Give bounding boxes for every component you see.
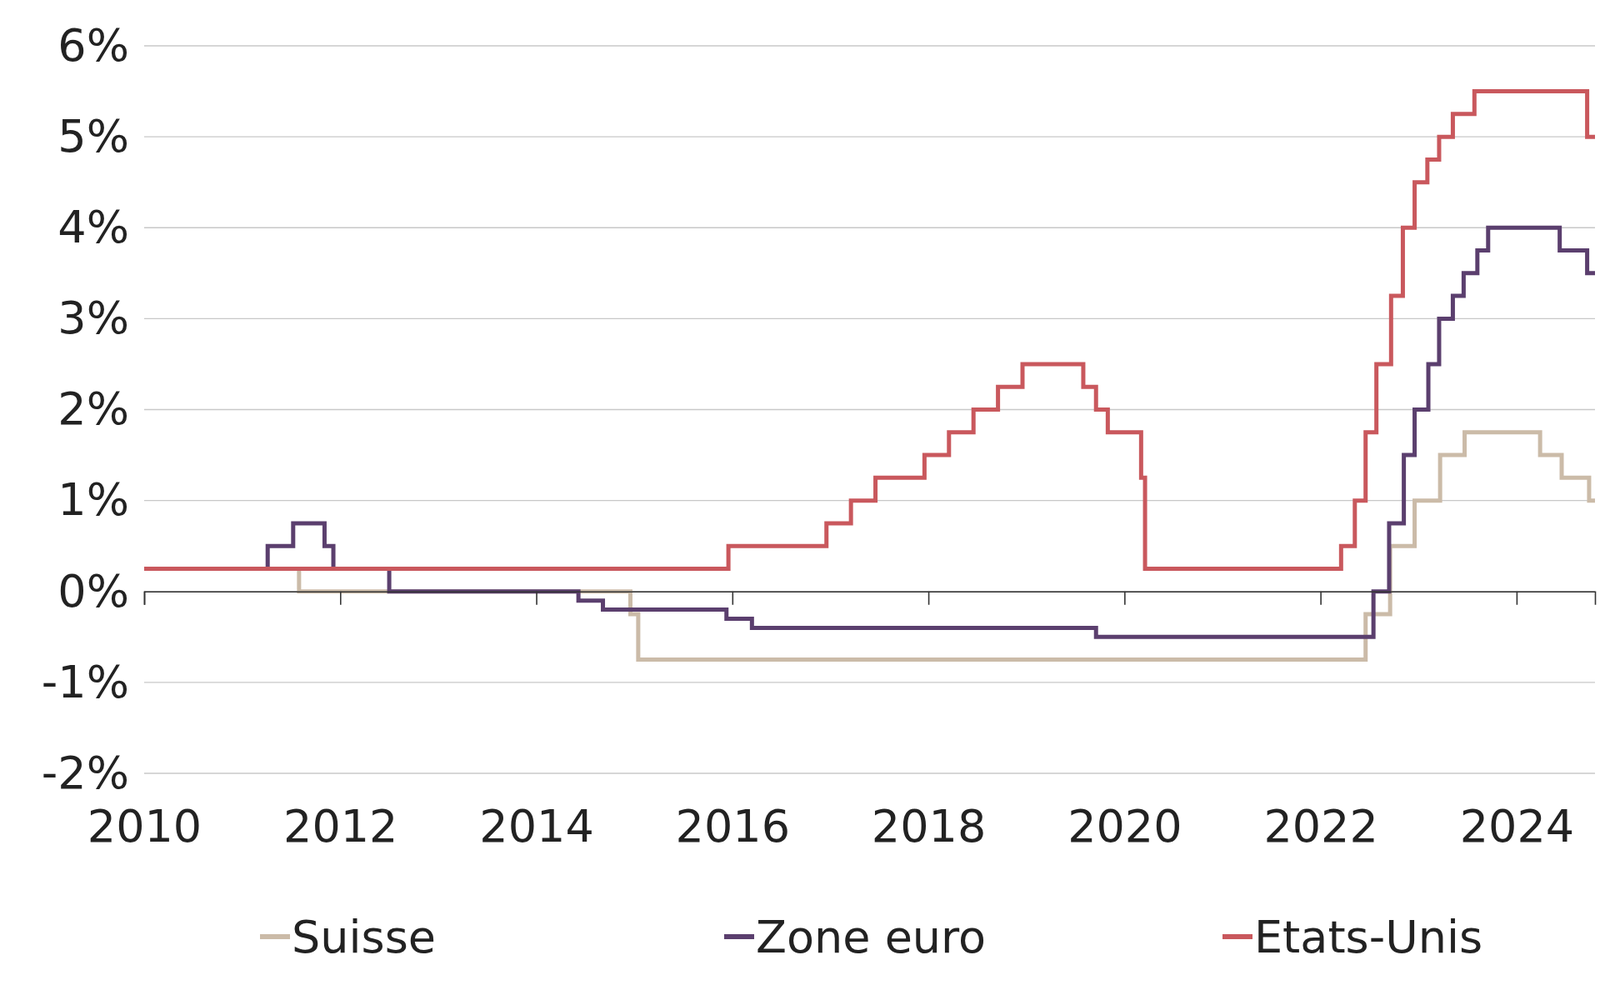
x-tick-mark bbox=[928, 591, 930, 605]
x-tick-label: 2022 bbox=[1263, 800, 1378, 853]
grid-line bbox=[144, 227, 1595, 229]
grid-line bbox=[144, 318, 1595, 320]
series-line bbox=[144, 91, 1595, 570]
grid bbox=[144, 45, 1595, 774]
y-tick-label: -1% bbox=[41, 655, 130, 709]
x-tick-mark bbox=[340, 591, 342, 605]
x-tick-mark bbox=[535, 591, 538, 605]
legend-label: Zone euro bbox=[755, 910, 986, 964]
x-tick: 2020 bbox=[1067, 591, 1182, 854]
x-axis-line bbox=[145, 591, 1596, 605]
lines bbox=[144, 91, 1595, 660]
legend-item: Suisse bbox=[260, 910, 436, 964]
y-tick: 3% bbox=[57, 291, 145, 345]
legend-swatch bbox=[1222, 934, 1253, 940]
x-tick-label: 2018 bbox=[871, 800, 986, 853]
legend: Suisse Zone euro Etats-Unis bbox=[260, 910, 1483, 964]
plot: -2% -1% 0% 1% 2% 3% 4% 5% 6% 2010 2012 2014 2016 2018… bbox=[41, 19, 1596, 854]
x-tick-label: 2020 bbox=[1067, 800, 1182, 853]
x-tick-mark bbox=[1124, 591, 1126, 605]
y-tick-label: 4% bbox=[57, 200, 130, 254]
grid-line bbox=[144, 772, 1595, 774]
grid-line bbox=[144, 135, 1595, 137]
legend-label: Suisse bbox=[291, 910, 436, 964]
x-tick-mark bbox=[1516, 591, 1519, 605]
chart: -2% -1% 0% 1% 2% 3% 4% 5% 6% 2010 2012 2014 2016 2018… bbox=[0, 0, 1600, 1000]
y-tick: 5% bbox=[57, 110, 145, 163]
x-axis: 2010 2012 2014 2016 2018 2020 2022 2024 bbox=[87, 591, 1596, 854]
x-tick: 2010 bbox=[87, 591, 202, 854]
x-tick: 2014 bbox=[479, 591, 594, 854]
y-tick: -1% bbox=[41, 655, 145, 709]
x-tick-mark bbox=[732, 591, 735, 605]
y-tick-label: 1% bbox=[57, 473, 130, 526]
x-tick-label: 2024 bbox=[1460, 800, 1575, 853]
y-tick: 2% bbox=[57, 382, 145, 435]
x-tick-label: 2010 bbox=[87, 800, 202, 853]
x-tick: 2024 bbox=[1460, 591, 1575, 854]
x-tick-label: 2016 bbox=[675, 800, 790, 853]
y-tick-label: -2% bbox=[41, 746, 130, 800]
x-tick: 2022 bbox=[1263, 591, 1378, 854]
y-tick-label: 5% bbox=[57, 110, 130, 163]
grid-line bbox=[144, 681, 1595, 683]
legend-swatch bbox=[724, 934, 755, 940]
legend-label: Etats-Unis bbox=[1254, 910, 1483, 964]
y-tick-label: 6% bbox=[57, 19, 130, 72]
y-axis-line bbox=[144, 46, 145, 775]
y-tick: 0% bbox=[57, 565, 145, 618]
x-tick-label: 2012 bbox=[283, 800, 398, 853]
legend-swatch bbox=[260, 934, 290, 940]
x-tick-mark bbox=[1320, 591, 1322, 605]
y-tick: 4% bbox=[57, 200, 145, 254]
series-line bbox=[144, 432, 1595, 660]
legend-item: Zone euro bbox=[724, 910, 986, 964]
y-axis: -2% -1% 0% 1% 2% 3% 4% 5% 6% bbox=[41, 19, 145, 800]
y-tick: 6% bbox=[57, 19, 145, 72]
y-tick-label: 2% bbox=[57, 382, 130, 435]
y-tick-label: 0% bbox=[57, 565, 130, 618]
y-tick-label: 3% bbox=[57, 291, 130, 345]
y-tick: -2% bbox=[41, 746, 145, 800]
x-tick-label: 2014 bbox=[479, 800, 594, 853]
grid-line bbox=[144, 45, 1595, 46]
x-tick-mark bbox=[144, 591, 146, 605]
x-tick: 2018 bbox=[871, 591, 986, 854]
y-tick: 1% bbox=[57, 473, 145, 526]
x-tick: 2012 bbox=[283, 591, 398, 854]
x-tick: 2016 bbox=[675, 591, 790, 854]
legend-item: Etats-Unis bbox=[1222, 910, 1483, 964]
